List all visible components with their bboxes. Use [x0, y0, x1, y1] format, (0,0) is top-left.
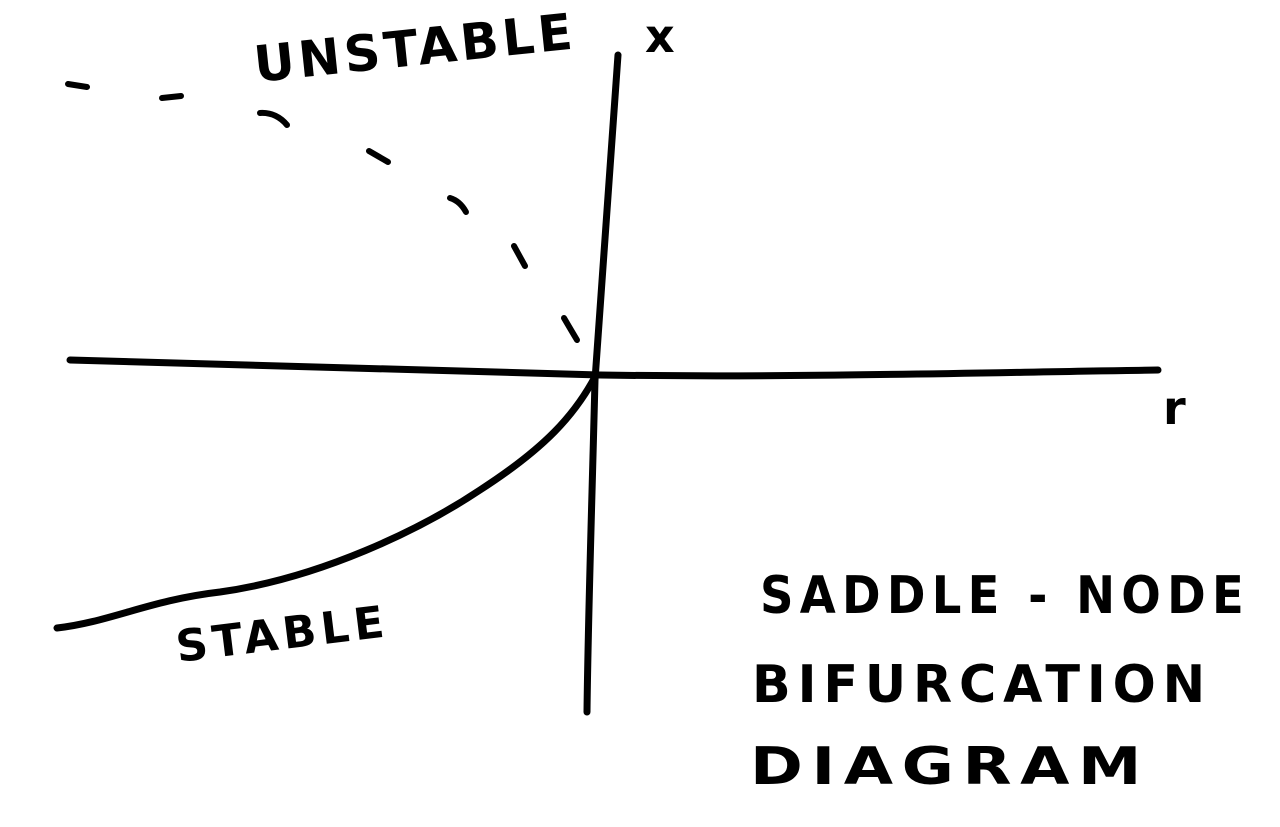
stable-label: STABLE: [173, 596, 392, 673]
title-line-3: DIAGRAM: [750, 737, 1150, 797]
title-line-2: BIFURCATION: [752, 655, 1212, 715]
unstable-dash: [159, 93, 184, 101]
x-axis-label: x: [645, 9, 675, 63]
unstable-dash: [257, 109, 290, 128]
r-axis-line: [66, 356, 1162, 380]
unstable-dash: [366, 148, 391, 165]
title-line-1: SADDLE - NODE: [760, 566, 1250, 626]
diagram-title: SADDLE - NODE BIFURCATION DIAGRAM: [750, 566, 1250, 797]
unstable-dash: [561, 315, 580, 343]
unstable-dash: [65, 81, 90, 90]
unstable-label: UNSTABLE: [251, 2, 579, 93]
r-axis-label: r: [1163, 381, 1186, 435]
unstable-branch-dashes: [65, 81, 580, 343]
unstable-dash: [447, 195, 469, 215]
unstable-dash: [511, 243, 528, 269]
stable-branch-curve: [53, 371, 600, 632]
